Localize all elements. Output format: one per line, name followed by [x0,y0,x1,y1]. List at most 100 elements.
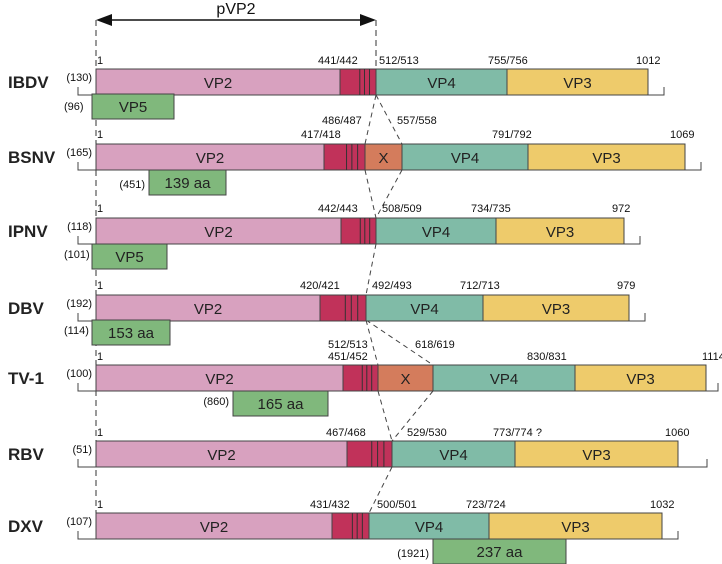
position-label: 979 [617,280,635,292]
position-label: 467/468 [326,427,366,439]
segment-label: VP2 [205,371,233,388]
position-label: 512/513 [379,55,419,67]
cleavage-site-region [319,294,367,322]
cleavage-site-region [340,217,377,245]
position-label: 1 [97,499,103,511]
position-label: 723/724 [466,499,506,511]
cleavage-site-region [339,68,377,96]
segment-label: VP4 [490,371,518,388]
segment-label: X [378,150,388,167]
cleavage-connector [375,169,403,219]
position-label: 442/443 [318,203,358,215]
position-label: 557/558 [397,115,437,127]
small-protein-box [91,319,171,346]
row-name-rbv: RBV [8,445,45,464]
segment-label: VP3 [582,447,610,464]
cleavage-connector [377,390,393,442]
row-name-ibdv: IBDV [8,73,49,92]
row-prefix: (192) [66,298,92,310]
small-protein-prefix: (860) [203,396,229,408]
position-label: 1 [97,203,103,215]
segment-label: X [400,371,410,388]
segment-label: VP4 [422,224,450,241]
segment-label: VP2 [196,150,224,167]
position-label: 492/493 [372,280,412,292]
segment-vp2 [95,364,344,392]
position-label: 1 [97,280,103,292]
small-protein-label: 237 aa [477,544,524,561]
segment-x [364,143,403,171]
segment-vp2 [95,440,348,468]
position-label: 451/452 [328,351,368,363]
position-label: 486/487 [322,115,362,127]
position-label: 512/513 [328,339,368,351]
position-label: 1 [97,55,103,67]
segment-label: VP3 [563,75,591,92]
row-prefix: (107) [66,516,92,528]
small-protein-box [91,93,175,120]
small-protein-prefix: (101) [64,249,90,261]
small-protein-label: 153 aa [108,325,155,342]
position-label: 417/418 [301,129,341,141]
position-label: 972 [612,203,630,215]
position-label: 420/421 [300,280,340,292]
position-label: 500/501 [377,499,417,511]
cleavage-connector [375,94,403,145]
cleavage-connector [364,94,377,145]
position-label: 830/831 [527,351,567,363]
position-label: 1060 [665,427,689,439]
segment-label: VP3 [546,224,574,241]
segment-vp3 [488,512,663,540]
segment-vp2 [95,512,333,540]
segment-vp2 [95,294,321,322]
row-prefix: (130) [66,72,92,84]
segment-label: VP4 [439,447,467,464]
position-label: 1114 [702,351,722,363]
segment-label: VP2 [200,519,228,536]
segment-vp3 [506,68,649,96]
small-protein-prefix: (96) [64,101,84,113]
segment-label: VP2 [194,301,222,318]
position-label: 529/530 [407,427,447,439]
segment-vp3 [527,143,686,171]
row-name-dbv: DBV [8,299,45,318]
position-label: 618/619 [415,339,455,351]
segment-label: VP3 [626,371,654,388]
segment-vp4 [368,512,490,540]
segment-label: VP4 [410,301,438,318]
position-label: 791/792 [492,129,532,141]
position-label: 712/713 [460,280,500,292]
row-prefix: (118) [67,221,92,233]
small-protein-box [148,169,227,196]
row-prefix: (51) [72,444,92,456]
cleavage-site-region [331,512,370,540]
segment-vp2 [95,68,341,96]
cleavage-site-region [323,143,366,171]
small-protein-label: 165 aa [258,396,305,413]
position-label: 1012 [636,55,660,67]
segment-vp3 [482,294,630,322]
segment-vp3 [514,440,679,468]
small-protein-prefix: (1921) [397,548,429,560]
segment-vp4 [391,440,516,468]
arrow-left-icon [96,14,112,26]
small-protein-box [432,538,567,564]
row-name-tv-1: TV-1 [8,369,44,388]
segment-label: VP3 [592,150,620,167]
position-label: 1069 [670,129,694,141]
row-name-dxv: DXV [8,517,44,536]
segment-vp4 [365,294,484,322]
segment-label: VP2 [204,224,232,241]
pvp2-title: pVP2 [216,1,255,18]
cleavage-connector [364,169,377,219]
position-label: 1032 [650,499,674,511]
segment-label: VP4 [427,75,455,92]
arrow-right-icon [360,14,376,26]
segment-label: VP3 [561,519,589,536]
small-protein-prefix: (114) [64,325,89,337]
small-protein-box [232,390,329,417]
segment-vp4 [375,68,508,96]
cleavage-connector [365,319,379,366]
small-protein-prefix: (451) [119,179,145,191]
